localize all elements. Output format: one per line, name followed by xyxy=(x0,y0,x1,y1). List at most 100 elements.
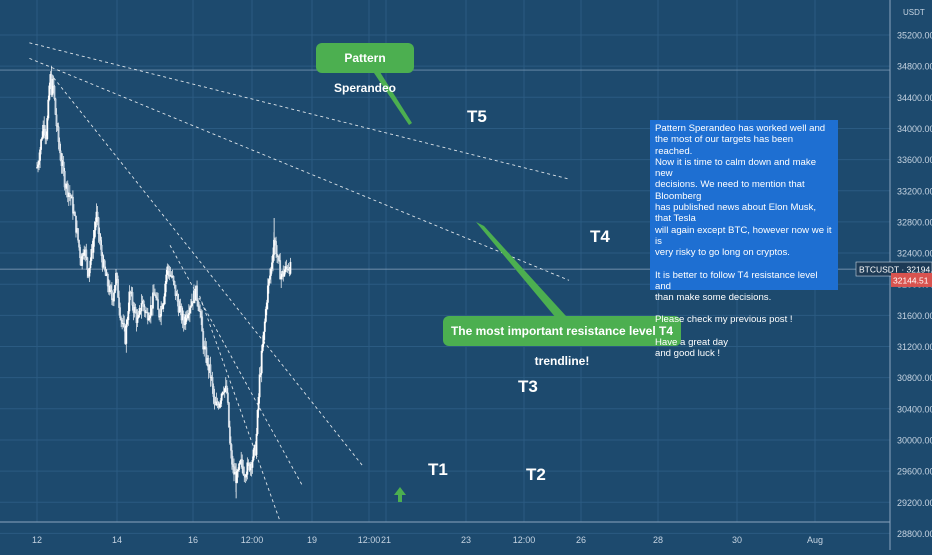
candle-body xyxy=(62,161,65,172)
candle-body xyxy=(188,307,191,314)
candle-body xyxy=(204,346,207,348)
candle-body xyxy=(68,193,71,196)
annotation-arrows xyxy=(372,70,566,502)
candle-body xyxy=(99,240,102,246)
price-tick-label: 30000.00 xyxy=(897,435,932,445)
pattern-arrow xyxy=(372,70,412,125)
candle-body xyxy=(88,267,91,277)
candle-body xyxy=(77,228,79,241)
analysis-note: Pattern Sperandeo has worked well and th… xyxy=(650,120,838,359)
price-tick-label: 33200.00 xyxy=(897,186,932,196)
candle-body xyxy=(159,316,162,318)
price-tick-label: 34400.00 xyxy=(897,93,932,103)
candle-body xyxy=(43,124,46,130)
candle-body xyxy=(79,247,81,258)
candle-body xyxy=(134,307,137,313)
candle-body xyxy=(103,260,106,270)
candle-body xyxy=(252,449,255,461)
trendlines xyxy=(29,42,570,522)
candle-body xyxy=(109,285,112,291)
candle-body xyxy=(263,321,266,332)
candle-body xyxy=(230,442,232,451)
candle-body xyxy=(212,386,215,397)
candle-body xyxy=(74,212,76,217)
candle-body xyxy=(174,284,177,296)
candle-body xyxy=(85,249,88,258)
note-paragraph-1: Pattern Sperandeo has worked well and th… xyxy=(655,123,832,259)
candle-body xyxy=(163,296,166,305)
time-tick-label: 12:00 xyxy=(358,535,381,545)
time-tick-label: 12 xyxy=(32,535,42,545)
candle-body xyxy=(114,285,116,293)
price-tick-label: 31200.00 xyxy=(897,342,932,352)
price-tick-label: 29600.00 xyxy=(897,467,932,477)
candle-body xyxy=(202,331,205,350)
candle-body xyxy=(63,170,66,188)
candle-body xyxy=(243,474,246,476)
candle-body xyxy=(47,99,50,119)
candle-body xyxy=(96,211,99,218)
candle-body xyxy=(38,160,40,165)
pattern-sperandeo-callout: Pattern Sperandeo xyxy=(316,43,414,95)
candle-body xyxy=(81,253,84,266)
candle-body xyxy=(72,196,74,214)
candle-body xyxy=(289,261,292,274)
price-tick-label: 30800.00 xyxy=(897,373,932,383)
candle-body xyxy=(94,222,97,231)
candle-body xyxy=(261,343,264,352)
candle-body xyxy=(227,402,230,427)
candle-body xyxy=(267,279,270,286)
price-tick-label: 33600.00 xyxy=(897,155,932,165)
candle-body xyxy=(54,98,57,115)
candle-body xyxy=(164,283,167,297)
candle-body xyxy=(59,150,62,161)
candle-body xyxy=(223,388,226,393)
price-tick-label: 28800.00 xyxy=(897,529,932,539)
price-tick-label: 34000.00 xyxy=(897,124,932,134)
candle-body xyxy=(157,299,159,310)
candle-body xyxy=(280,276,283,280)
candle-body xyxy=(183,324,186,326)
price-tick-label: 29200.00 xyxy=(897,498,932,508)
candle-body xyxy=(265,302,268,310)
time-tick-label: Aug xyxy=(807,535,823,545)
candle-body xyxy=(272,254,274,263)
time-tick-label: 21 xyxy=(381,535,391,545)
candle-body xyxy=(197,300,199,307)
time-tick-label: 26 xyxy=(576,535,586,545)
candle-body xyxy=(201,316,204,332)
candle-body xyxy=(264,309,267,322)
candle-body xyxy=(256,410,259,435)
candle-body xyxy=(209,364,212,378)
candle-body xyxy=(116,273,118,280)
candle-body xyxy=(190,305,192,308)
candle-body xyxy=(207,358,210,371)
candle-body xyxy=(260,350,263,374)
candle-body xyxy=(276,253,278,257)
candle-body xyxy=(269,275,271,280)
candle-body xyxy=(216,401,219,405)
candle-body xyxy=(98,233,101,241)
candle-body xyxy=(246,462,249,475)
candle-body xyxy=(131,292,134,306)
candle-body xyxy=(106,273,109,287)
candle-body xyxy=(258,374,261,398)
candle-body xyxy=(167,266,170,272)
candle-body xyxy=(238,463,241,470)
candle-body xyxy=(147,318,150,321)
candle-body xyxy=(125,324,128,344)
candle-body xyxy=(262,331,265,345)
candle-body xyxy=(100,244,103,256)
candle-body xyxy=(259,373,262,375)
candle-body xyxy=(140,303,143,312)
time-tick-label: 12:00 xyxy=(241,535,264,545)
candle-body xyxy=(176,293,179,302)
candle-body xyxy=(156,297,158,300)
candle-body xyxy=(158,309,160,318)
price-tick-label: 31600.00 xyxy=(897,311,932,321)
candle-body xyxy=(200,311,203,317)
candle-body xyxy=(126,319,129,325)
candle-body xyxy=(55,114,58,127)
